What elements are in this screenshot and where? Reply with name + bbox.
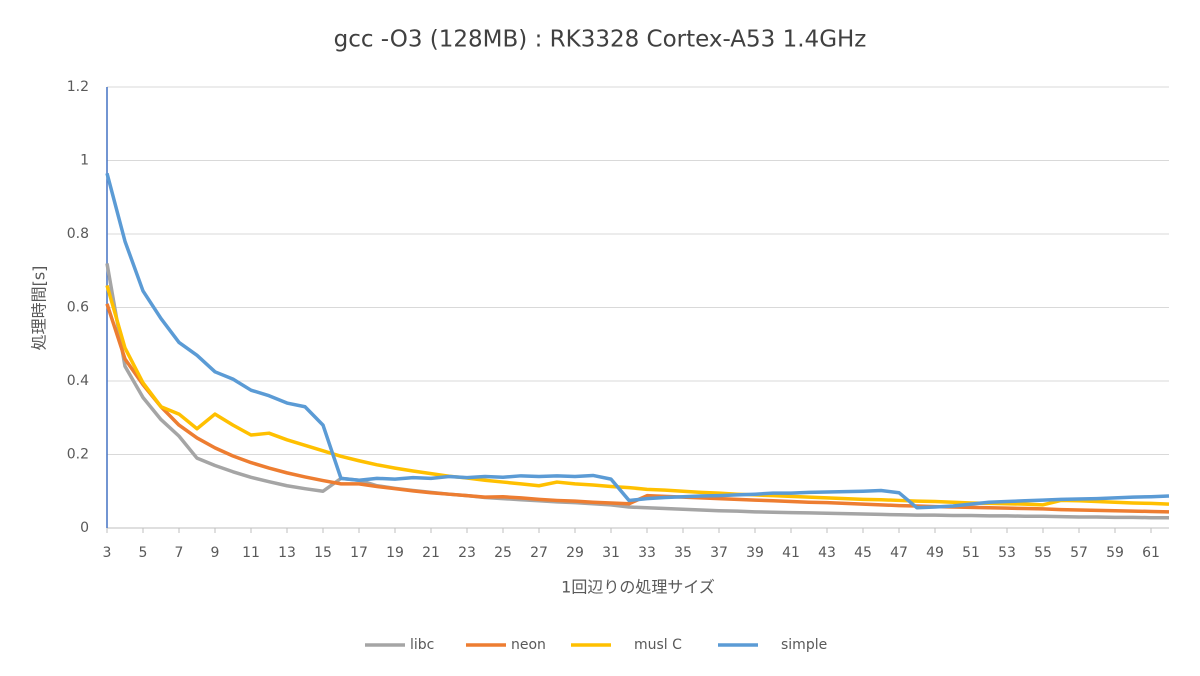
- x-tick-label: 33: [638, 545, 656, 561]
- x-axis-title: 1回辺りの処理サイズ: [561, 578, 715, 597]
- x-tick-label: 59: [1106, 545, 1124, 561]
- x-tick-label: 57: [1070, 545, 1088, 561]
- x-tick-label: 47: [890, 545, 908, 561]
- x-tick-label: 21: [422, 545, 440, 561]
- x-tick-label: 5: [139, 545, 148, 561]
- x-tick-label: 23: [458, 545, 476, 561]
- x-tick-label: 9: [211, 545, 220, 561]
- x-tick-label: 19: [386, 545, 404, 561]
- x-tick-label: 43: [818, 545, 836, 561]
- x-tick-label: 17: [350, 545, 368, 561]
- x-tick-label: 49: [926, 545, 944, 561]
- x-tick-label: 61: [1142, 545, 1160, 561]
- legend-label: neon: [511, 637, 546, 653]
- x-tick-label: 31: [602, 545, 620, 561]
- x-tick-label: 13: [278, 545, 296, 561]
- y-tick-label: 1: [80, 153, 89, 169]
- y-tick-label: 0.2: [67, 447, 89, 463]
- x-tick-label: 55: [1034, 545, 1052, 561]
- y-tick-label: 1.2: [67, 79, 89, 95]
- y-axis-title: 処理時間[s]: [30, 266, 49, 351]
- chart-title: gcc -O3 (128MB) : RK3328 Cortex-A53 1.4G…: [334, 27, 867, 53]
- y-tick-label: 0: [80, 520, 89, 536]
- x-tick-label: 25: [494, 545, 512, 561]
- x-tick-label: 37: [710, 545, 728, 561]
- x-tick-label: 51: [962, 545, 980, 561]
- x-tick-label: 3: [103, 545, 112, 561]
- x-tick-label: 15: [314, 545, 332, 561]
- x-tick-label: 53: [998, 545, 1016, 561]
- x-tick-label: 29: [566, 545, 584, 561]
- x-tick-label: 39: [746, 545, 764, 561]
- x-tick-label: 45: [854, 545, 872, 561]
- legend-label: musl C: [634, 637, 682, 653]
- y-tick-label: 0.6: [67, 300, 89, 316]
- y-tick-label: 0.8: [67, 226, 89, 242]
- x-tick-label: 27: [530, 545, 548, 561]
- y-tick-label: 0.4: [67, 373, 89, 389]
- x-tick-label: 41: [782, 545, 800, 561]
- x-tick-label: 7: [175, 545, 184, 561]
- legend-label: simple: [781, 637, 827, 653]
- data-line: [105, 172, 1170, 510]
- data-line: [105, 263, 1169, 520]
- x-tick-label: 35: [674, 545, 692, 561]
- legend-label: libc: [410, 637, 434, 653]
- x-tick-label: 11: [242, 545, 260, 561]
